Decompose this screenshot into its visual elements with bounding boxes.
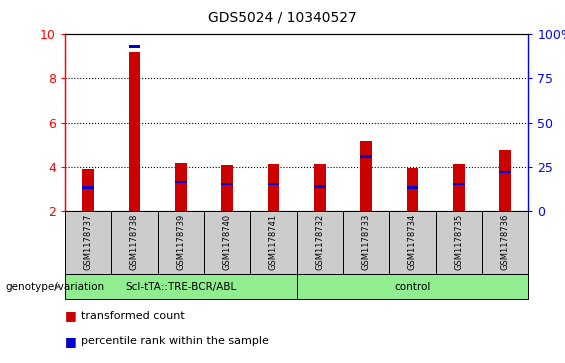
Bar (129, 45, 140, 48)
Bar (158, 211, 204, 274)
Bar (389, 211, 436, 274)
Bar (360, 155, 372, 158)
Text: GSM1178741: GSM1178741 (269, 214, 278, 270)
Text: GSM1178736: GSM1178736 (501, 214, 510, 270)
Bar (250, 211, 297, 274)
Text: GSM1178735: GSM1178735 (454, 214, 463, 270)
Bar (221, 183, 233, 185)
Bar (268, 164, 279, 211)
Bar (65, 274, 297, 299)
Text: Scl-tTA::TRE-BCR/ABL: Scl-tTA::TRE-BCR/ABL (125, 282, 236, 292)
Bar (82, 186, 94, 189)
Bar (129, 52, 140, 211)
Text: GSM1178733: GSM1178733 (362, 214, 371, 270)
Bar (314, 164, 325, 211)
Bar (436, 211, 482, 274)
Bar (82, 169, 94, 211)
Bar (111, 211, 158, 274)
Text: genotype/variation: genotype/variation (6, 282, 105, 292)
Bar (343, 211, 389, 274)
Bar (453, 164, 464, 211)
Text: control: control (394, 282, 431, 292)
Text: GSM1178737: GSM1178737 (84, 214, 93, 270)
Text: percentile rank within the sample: percentile rank within the sample (81, 336, 269, 346)
Bar (407, 186, 418, 189)
Bar (297, 211, 343, 274)
Bar (482, 211, 528, 274)
Bar (297, 274, 528, 299)
Bar (204, 211, 250, 274)
Bar (499, 150, 511, 211)
Bar (268, 183, 279, 185)
Text: ■: ■ (65, 309, 77, 322)
Bar (65, 211, 111, 274)
Bar (175, 163, 186, 211)
Text: GSM1178732: GSM1178732 (315, 214, 324, 270)
Text: GSM1178738: GSM1178738 (130, 214, 139, 270)
Bar (175, 181, 186, 183)
Bar (360, 141, 372, 211)
Bar (499, 171, 511, 174)
Bar (314, 185, 325, 188)
Text: ■: ■ (65, 335, 77, 348)
Text: GSM1178734: GSM1178734 (408, 214, 417, 270)
Text: transformed count: transformed count (81, 311, 185, 321)
Bar (453, 183, 464, 185)
Bar (407, 168, 418, 211)
Bar (221, 166, 233, 211)
Text: GSM1178740: GSM1178740 (223, 214, 232, 270)
Text: GDS5024 / 10340527: GDS5024 / 10340527 (208, 11, 357, 25)
Text: GSM1178739: GSM1178739 (176, 214, 185, 270)
